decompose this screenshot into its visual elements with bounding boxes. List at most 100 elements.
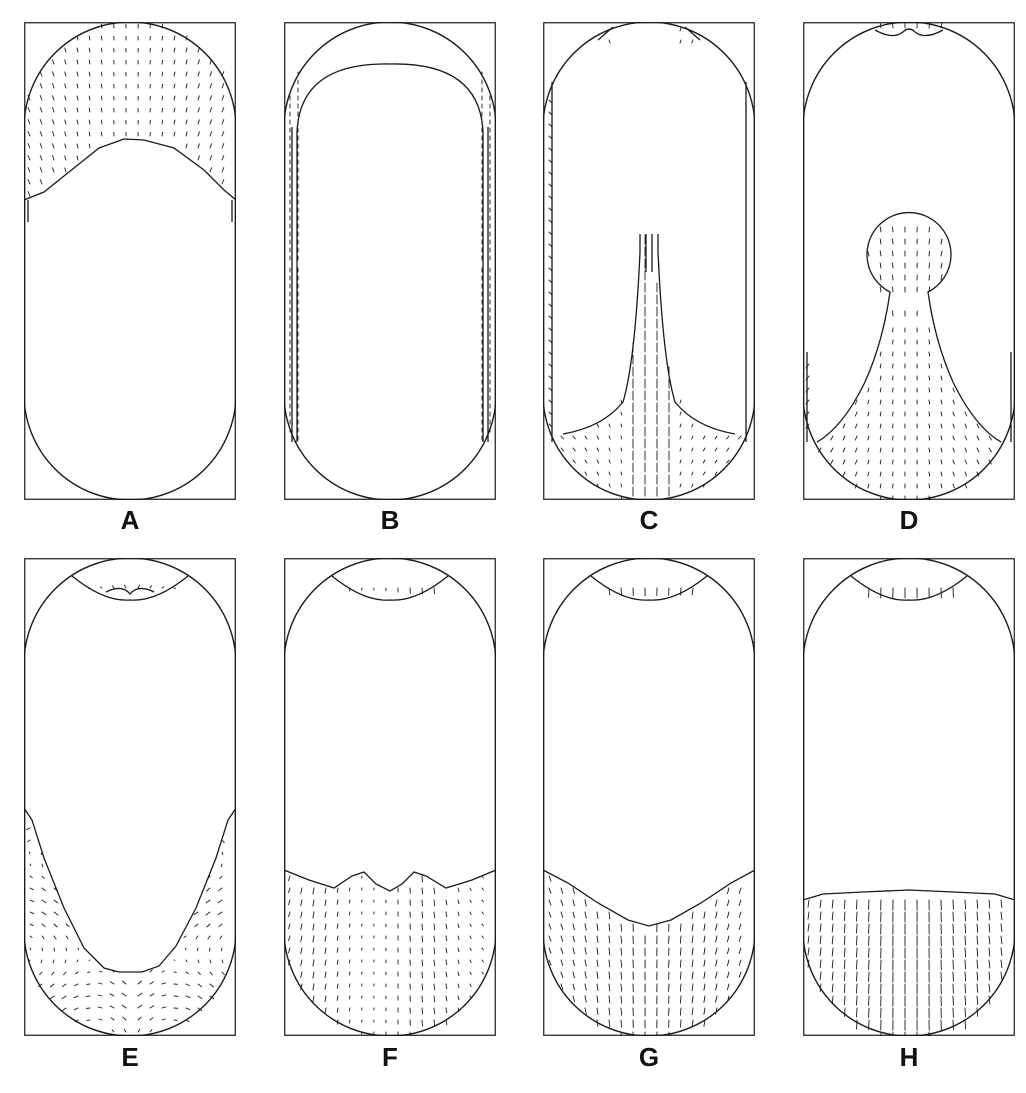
velocity-vector — [149, 1017, 154, 1021]
velocity-vector — [679, 471, 682, 476]
velocity-vector — [64, 131, 67, 137]
velocity-vector — [691, 447, 694, 452]
velocity-vector — [854, 483, 858, 489]
velocity-vector — [196, 947, 199, 952]
velocity-vector — [819, 971, 822, 981]
velocity-vector — [548, 935, 552, 942]
velocity-vector — [879, 226, 882, 233]
velocity-vector — [221, 179, 225, 185]
velocity-vector — [457, 923, 460, 928]
velocity-vector — [206, 887, 211, 892]
velocity-vector — [691, 459, 694, 464]
velocity-vector — [29, 863, 32, 867]
velocity-vector — [940, 262, 943, 269]
velocity-vector — [64, 47, 67, 53]
free-surface — [291, 63, 489, 442]
velocity-vector — [99, 1030, 103, 1033]
velocity-vector — [324, 935, 327, 942]
velocity-vector — [928, 447, 931, 453]
velocity-vector — [892, 286, 894, 293]
velocity-vector — [715, 923, 718, 931]
velocity-vector — [76, 959, 79, 963]
velocity-vector — [940, 447, 943, 453]
velocity-vector — [209, 107, 213, 113]
velocity-vector — [584, 435, 588, 440]
velocity-vector — [879, 375, 882, 381]
velocity-vector — [65, 923, 70, 928]
velocity-vector — [336, 971, 339, 977]
velocity-vector — [842, 447, 846, 453]
velocity-vector — [109, 993, 115, 997]
velocity-vector — [64, 83, 67, 89]
velocity-vector — [679, 459, 682, 464]
velocity-vector — [952, 387, 955, 393]
velocity-vector — [161, 95, 164, 101]
velocity-vector — [572, 995, 575, 1003]
velocity-vector — [348, 983, 351, 988]
velocity-vector — [867, 435, 870, 441]
velocity-vector — [879, 459, 882, 465]
tank-outline — [542, 21, 756, 501]
velocity-vector — [940, 22, 943, 29]
velocity-vector — [185, 971, 189, 975]
velocity-vector — [620, 971, 623, 980]
velocity-vector — [421, 1007, 423, 1015]
velocity-vector — [110, 1017, 115, 1021]
velocity-vector — [703, 911, 706, 919]
velocity-vector — [100, 23, 103, 29]
velocity-vector — [738, 911, 742, 918]
velocity-vector — [560, 935, 564, 942]
velocity-vector — [892, 483, 894, 489]
velocity-vector — [620, 435, 623, 440]
velocity-vector — [469, 887, 472, 891]
velocity-vector — [312, 995, 315, 1003]
velocity-vector — [173, 119, 176, 125]
velocity-vector — [336, 995, 339, 1001]
velocity-vector — [65, 935, 69, 940]
velocity-vector — [111, 1029, 115, 1033]
velocity-vector — [608, 435, 611, 440]
velocity-vector — [109, 1005, 115, 1009]
velocity-vector — [469, 911, 472, 915]
velocity-vector — [964, 483, 968, 489]
velocity-vector — [348, 959, 351, 964]
velocity-vector — [209, 59, 213, 65]
velocity-vector — [548, 875, 552, 882]
velocity-vector — [843, 947, 846, 958]
velocity-vector — [445, 959, 448, 966]
velocity-vector — [27, 131, 31, 137]
velocity-vector — [73, 995, 79, 999]
velocity-vector — [1000, 959, 1003, 968]
velocity-vector — [831, 971, 834, 981]
velocity-vector — [819, 923, 822, 933]
velocity-vector — [123, 584, 127, 589]
velocity-vector — [457, 1007, 460, 1012]
velocity-vector — [63, 971, 67, 976]
velocity-vector — [679, 995, 682, 1004]
velocity-vector — [879, 471, 882, 477]
panel-f — [283, 557, 497, 1038]
velocity-vector — [336, 923, 339, 929]
velocity-vector — [854, 435, 858, 441]
velocity-vector — [879, 274, 882, 281]
velocity-vector — [892, 339, 894, 345]
velocity-vector — [928, 274, 931, 281]
velocity-vector — [39, 95, 43, 101]
velocity-vector — [976, 959, 979, 969]
velocity-vector — [161, 83, 164, 89]
velocity-vector — [288, 959, 291, 966]
velocity-vector — [879, 262, 882, 269]
velocity-vector — [100, 71, 103, 77]
velocity-vector — [161, 35, 164, 41]
panel-frame — [803, 558, 1015, 1036]
velocity-vector — [457, 887, 460, 892]
velocity-vector — [41, 947, 44, 952]
velocity-vector — [608, 911, 611, 920]
velocity-vector — [73, 1007, 79, 1011]
velocity-vector — [288, 935, 291, 942]
velocity-vector — [964, 471, 968, 477]
velocity-vector — [819, 983, 822, 993]
velocity-vector — [928, 483, 931, 489]
velocity-vector — [324, 923, 327, 930]
velocity-vector — [149, 981, 154, 985]
